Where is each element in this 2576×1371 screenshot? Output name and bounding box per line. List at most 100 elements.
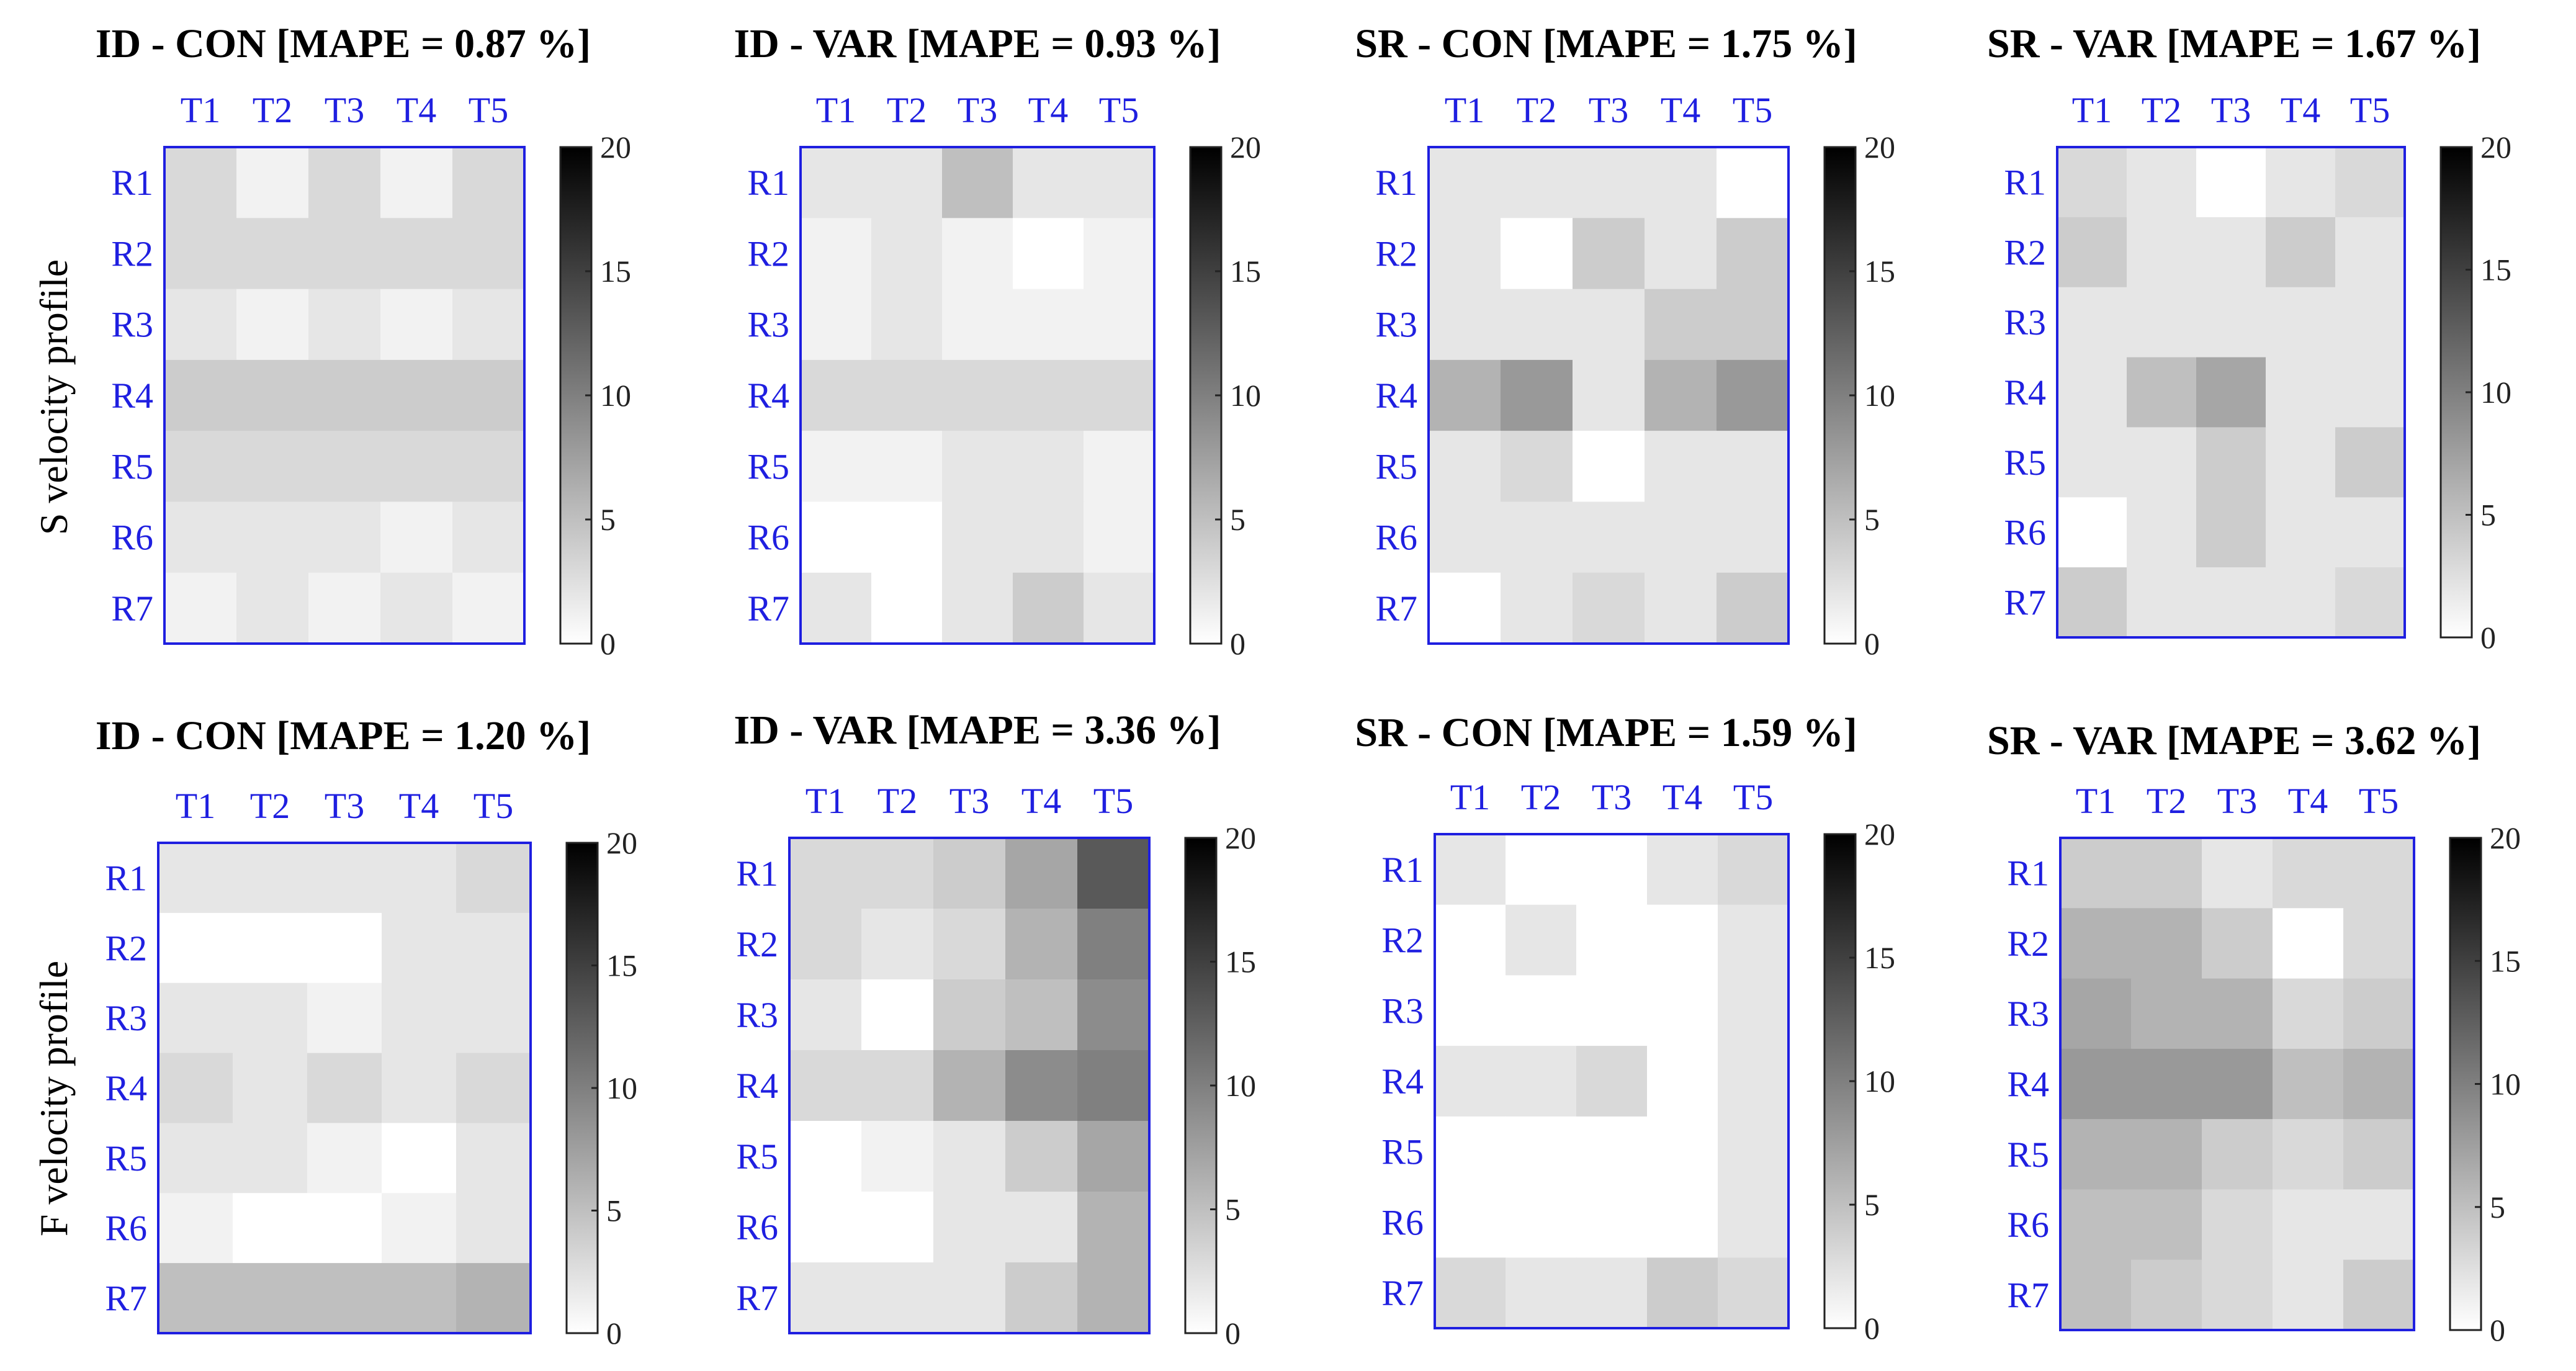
colorbar-tick-label: 15 xyxy=(1225,945,1256,979)
x-tick-label: T5 xyxy=(2359,781,2399,821)
colorbar-tick-label: 20 xyxy=(2490,820,2521,855)
heatmap-cell xyxy=(308,218,381,290)
heatmap-cell xyxy=(456,1053,531,1124)
heatmap-cell xyxy=(2057,497,2127,568)
y-tick-label: R1 xyxy=(2007,853,2049,894)
panel-title: SR - CON [MAPE = 1.75 %] xyxy=(1355,21,1857,66)
heatmap-cell xyxy=(2273,1048,2344,1120)
y-tick-label: R7 xyxy=(747,588,789,629)
heatmap-cell xyxy=(2131,978,2202,1050)
x-tick-label: T3 xyxy=(2217,781,2257,821)
heatmap-cell xyxy=(1718,1116,1789,1188)
colorbar-tick-label: 15 xyxy=(2480,253,2511,287)
colorbar-tick-label: 10 xyxy=(606,1071,637,1105)
panel-title: ID - CON [MAPE = 0.87 %] xyxy=(96,21,591,66)
heatmap-cell xyxy=(1645,572,1717,644)
heatmap-cell xyxy=(1084,431,1155,502)
heatmap-cell xyxy=(1005,838,1078,909)
colorbar-tick-label: 15 xyxy=(600,254,631,289)
heatmap-cell xyxy=(789,1050,862,1122)
heatmap-cell xyxy=(871,572,943,644)
heatmap-cell xyxy=(2202,838,2273,909)
heatmap-cell xyxy=(2273,1119,2344,1190)
heatmap-cell xyxy=(1506,1257,1577,1329)
heatmap-cell xyxy=(1077,838,1150,909)
heatmap-cell xyxy=(1013,501,1084,573)
y-tick-label: R6 xyxy=(2004,513,2046,553)
heatmap-cell xyxy=(1013,572,1084,644)
x-tick-label: T2 xyxy=(1517,90,1556,130)
heatmap-cell xyxy=(2335,357,2405,428)
heatmap-cell xyxy=(2127,217,2197,288)
heatmap-cell xyxy=(1429,431,1501,502)
heatmap-cell xyxy=(2196,147,2266,218)
heatmap-cell xyxy=(2127,287,2197,358)
heatmap-cell xyxy=(801,218,872,290)
heatmap-cell xyxy=(308,147,381,218)
heatmap-cell xyxy=(861,838,934,909)
colorbar-tick-label: 0 xyxy=(1864,1311,1880,1346)
y-tick-label: R1 xyxy=(747,163,789,203)
y-tick-label: R2 xyxy=(1375,233,1417,274)
x-tick-label: T4 xyxy=(2288,781,2328,821)
row-label-s-velocity-profile: S velocity profile xyxy=(32,259,76,535)
heatmap-cell xyxy=(2060,1048,2132,1120)
heatmap-cell xyxy=(2343,908,2415,979)
heatmap-cell xyxy=(380,501,453,573)
heatmap-cell xyxy=(1013,147,1084,218)
colorbar-tick-label: 15 xyxy=(1864,254,1895,289)
heatmap-cell xyxy=(164,501,237,573)
x-tick-label: T5 xyxy=(469,90,508,130)
y-tick-label: R2 xyxy=(747,233,789,274)
heatmap-cell xyxy=(2131,1259,2202,1331)
colorbar-tick-label: 15 xyxy=(1230,254,1261,289)
heatmap-cell xyxy=(2266,217,2336,288)
heatmap-cell xyxy=(452,359,525,431)
heatmap-cell xyxy=(1084,218,1155,290)
x-tick-label: T5 xyxy=(473,786,513,826)
heatmap-cell xyxy=(1435,1046,1506,1117)
y-tick-label: R7 xyxy=(105,1279,147,1319)
heatmap-cell xyxy=(452,501,525,573)
heatmap-cell xyxy=(164,359,237,431)
heatmap-cell xyxy=(1506,1116,1577,1188)
heatmap-cell xyxy=(1435,975,1506,1046)
colorbar-tick-label: 5 xyxy=(1230,502,1245,537)
heatmap-cell xyxy=(2266,357,2336,428)
colorbar-tick-label: 5 xyxy=(2480,498,2496,533)
heatmap-cell xyxy=(801,501,872,573)
heatmap-cell xyxy=(2335,567,2405,638)
heatmap-cell xyxy=(2273,1259,2344,1331)
heatmap-cell xyxy=(871,431,943,502)
heatmap-cell xyxy=(2196,357,2266,428)
y-tick-label: R1 xyxy=(111,163,153,203)
heatmap-cell xyxy=(942,431,1013,502)
heatmap-cell xyxy=(2273,978,2344,1050)
heatmap-cell xyxy=(1718,975,1789,1046)
colorbar-tick-label: 15 xyxy=(1864,940,1895,975)
heatmap-cell xyxy=(2343,978,2415,1050)
heatmap-cell xyxy=(307,1263,382,1334)
x-tick-label: T1 xyxy=(1445,90,1484,130)
heatmap-cell xyxy=(1573,289,1645,361)
heatmap-cell xyxy=(307,912,382,984)
heatmap-cell xyxy=(2131,908,2202,979)
heatmap-cell xyxy=(1501,431,1573,502)
heatmap-cell xyxy=(789,838,862,909)
heatmap-cell xyxy=(871,289,943,361)
heatmap-cell xyxy=(2057,287,2127,358)
heatmap-cell xyxy=(236,147,309,218)
panel-title: SR - CON [MAPE = 1.59 %] xyxy=(1355,710,1857,755)
y-tick-label: R6 xyxy=(1381,1202,1424,1243)
colorbar-tick-label: 20 xyxy=(1225,820,1256,855)
colorbar-tick-label: 15 xyxy=(606,948,637,983)
heatmap-cell xyxy=(871,359,943,431)
heatmap-cell xyxy=(164,218,237,290)
heatmap-cell xyxy=(1573,431,1645,502)
heatmap-cell xyxy=(158,912,233,984)
heatmap-cell xyxy=(307,843,382,914)
heatmap-cell xyxy=(456,1123,531,1193)
heatmap-cell xyxy=(2131,1048,2202,1120)
heatmap-cell xyxy=(1501,147,1573,218)
y-tick-label: R6 xyxy=(111,518,153,558)
